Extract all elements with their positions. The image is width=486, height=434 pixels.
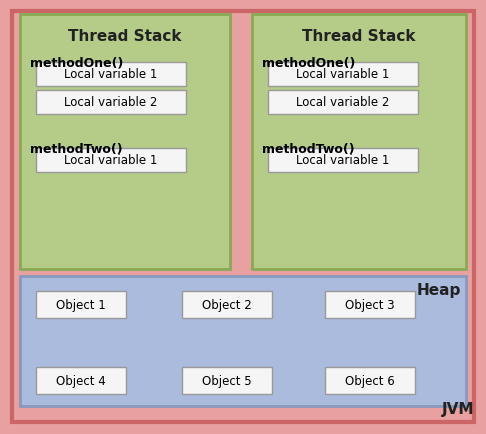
Text: methodTwo(): methodTwo()	[262, 143, 355, 156]
Text: Local variable 1: Local variable 1	[296, 68, 390, 81]
FancyBboxPatch shape	[268, 149, 418, 173]
Text: JVM: JVM	[441, 401, 474, 416]
Text: Thread Stack: Thread Stack	[68, 29, 182, 44]
FancyBboxPatch shape	[36, 91, 186, 115]
FancyBboxPatch shape	[36, 149, 186, 173]
FancyBboxPatch shape	[20, 15, 230, 270]
FancyBboxPatch shape	[20, 276, 466, 406]
Text: Object 5: Object 5	[202, 374, 252, 387]
Text: Object 2: Object 2	[202, 298, 252, 311]
FancyBboxPatch shape	[268, 91, 418, 115]
Text: methodOne(): methodOne()	[30, 57, 123, 70]
Text: Object 3: Object 3	[345, 298, 395, 311]
Text: Local variable 1: Local variable 1	[64, 154, 157, 167]
Text: Thread Stack: Thread Stack	[302, 29, 416, 44]
FancyBboxPatch shape	[252, 15, 466, 270]
Text: Heap: Heap	[417, 283, 461, 297]
Text: Local variable 1: Local variable 1	[64, 68, 157, 81]
FancyBboxPatch shape	[36, 63, 186, 87]
Text: methodOne(): methodOne()	[262, 57, 355, 70]
FancyBboxPatch shape	[325, 291, 415, 318]
FancyBboxPatch shape	[182, 367, 272, 394]
FancyBboxPatch shape	[325, 367, 415, 394]
FancyBboxPatch shape	[268, 63, 418, 87]
FancyBboxPatch shape	[36, 291, 126, 318]
Text: Object 6: Object 6	[345, 374, 395, 387]
Text: Local variable 2: Local variable 2	[296, 96, 390, 109]
FancyBboxPatch shape	[12, 12, 474, 422]
Text: Local variable 2: Local variable 2	[64, 96, 157, 109]
Text: methodTwo(): methodTwo()	[30, 143, 122, 156]
Text: Object 4: Object 4	[56, 374, 106, 387]
Text: Local variable 1: Local variable 1	[296, 154, 390, 167]
FancyBboxPatch shape	[36, 367, 126, 394]
Text: Object 1: Object 1	[56, 298, 106, 311]
FancyBboxPatch shape	[182, 291, 272, 318]
